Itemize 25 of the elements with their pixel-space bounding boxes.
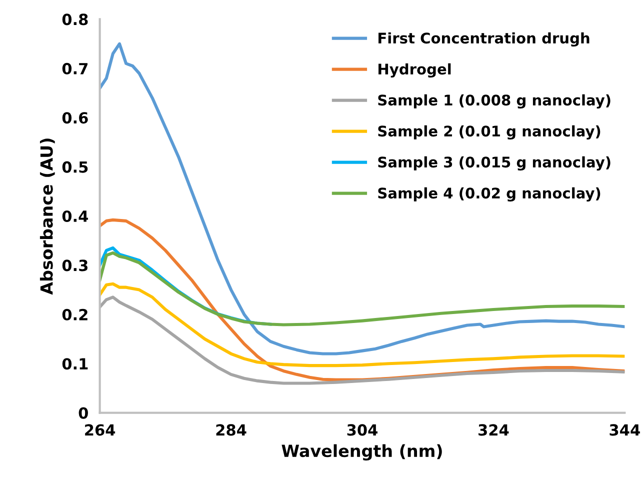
y-tick-label: 0.4 (62, 210, 88, 222)
legend-label: Sample 4 (0.02 g nanoclay) (378, 187, 600, 202)
y-tick-label: 0.3 (62, 260, 88, 272)
line-series (100, 282, 625, 368)
x-axis-title: Wavelength (nm) (282, 444, 442, 461)
legend-label: Sample 1 (0.008 g nanoclay) (378, 94, 610, 109)
line-series (100, 251, 625, 326)
legend-label: Sample 3 (0.015 g nanoclay) (378, 156, 610, 171)
x-tick-label: 344 (610, 424, 640, 436)
y-axis-title: Absorbance (AU) (40, 138, 55, 295)
legend-label: First Concentration drugh (378, 32, 590, 47)
y-tick-label: 0.5 (62, 161, 88, 173)
y-tick-label: 0.6 (62, 112, 88, 124)
y-tick-label: 0.1 (62, 358, 88, 370)
y-tick-label: 0.8 (62, 14, 88, 26)
y-tick-label: 0 (78, 407, 88, 419)
legend-label: Sample 2 (0.01 g nanoclay) (378, 125, 600, 140)
line-series (100, 296, 625, 385)
x-tick-label: 284 (216, 424, 246, 436)
x-tick-label: 324 (478, 424, 509, 436)
x-tick-label: 264 (85, 424, 116, 436)
x-tick-label: 304 (347, 424, 378, 436)
y-tick-label: 0.2 (62, 308, 88, 320)
legend-label: Hydrogel (378, 63, 451, 78)
y-tick-label: 0.7 (62, 62, 88, 74)
